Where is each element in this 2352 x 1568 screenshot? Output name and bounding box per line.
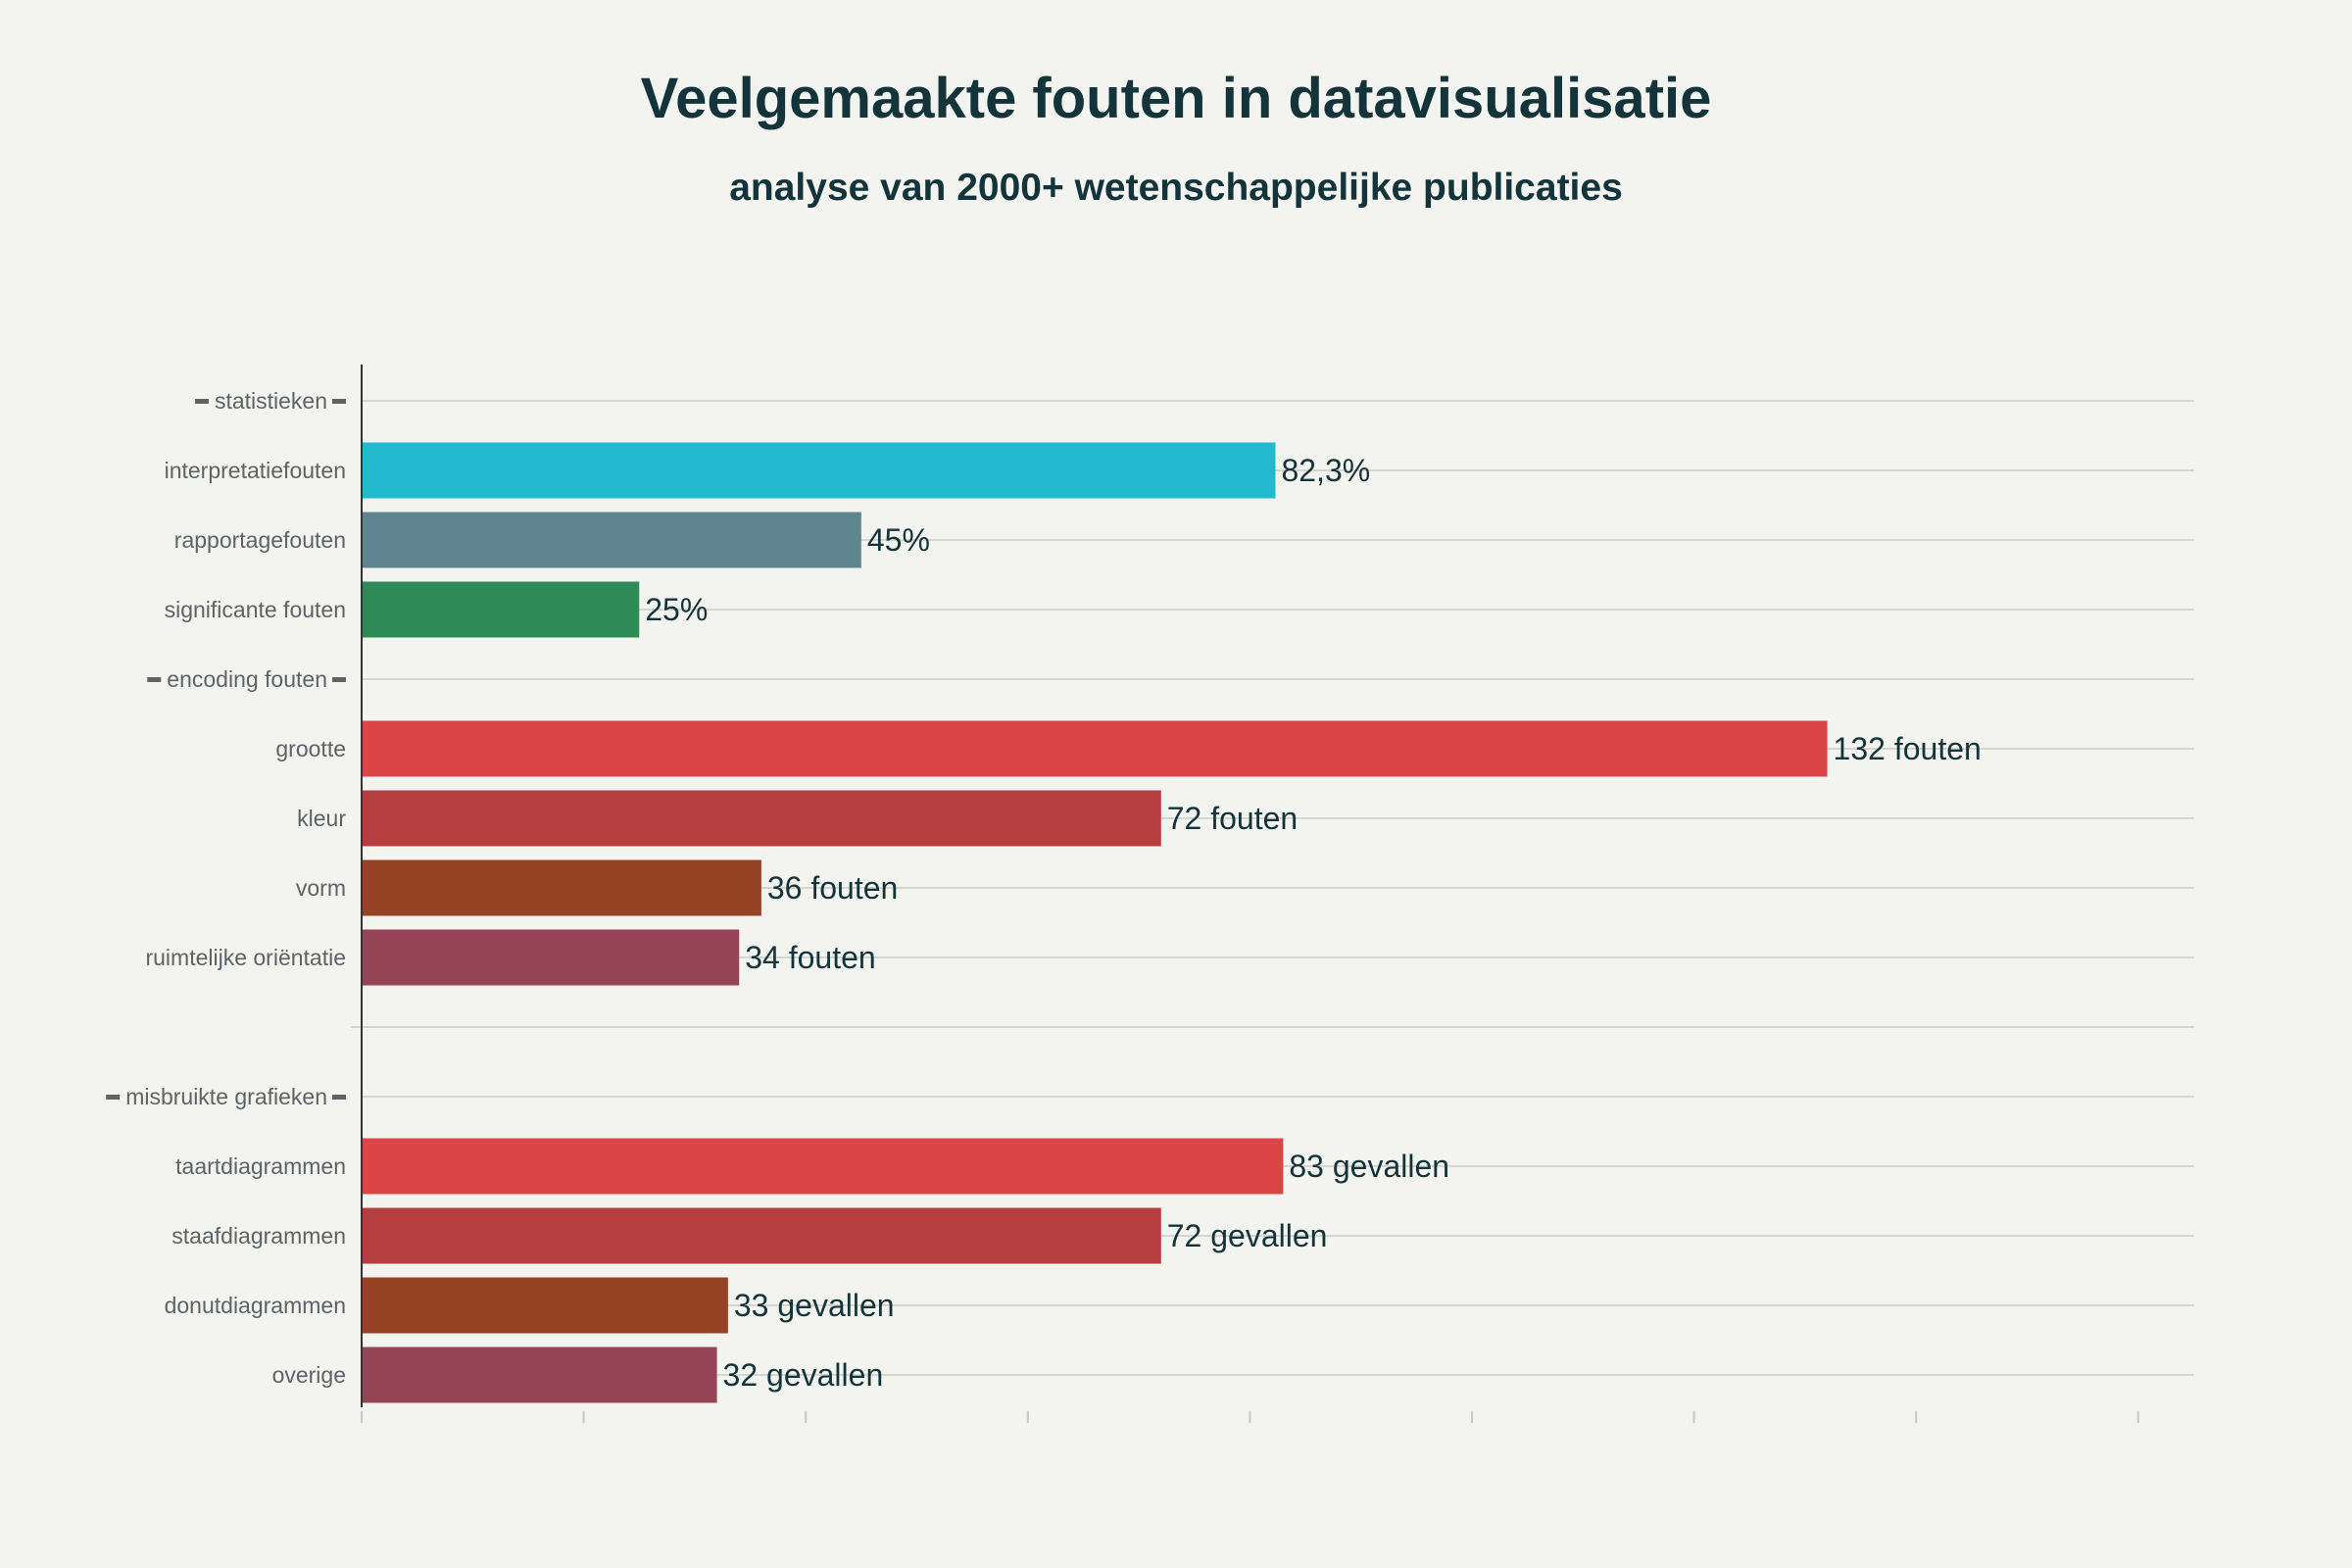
bar: [362, 720, 1828, 777]
category-label: vorm: [296, 875, 346, 901]
bars: 82,3% 45% 25% 132 fouten 72 fouten 36 fouten 3…: [362, 442, 1982, 1403]
bar: [362, 581, 640, 638]
category-label: ruimtelijke oriëntatie: [145, 945, 346, 970]
data-label: 82,3%: [1281, 453, 1370, 488]
data-label: 25%: [645, 592, 708, 627]
group-dash: [332, 399, 346, 404]
group-dash: [194, 399, 209, 404]
data-label: 72 gevallen: [1167, 1218, 1328, 1253]
bar: [362, 929, 740, 986]
category-label: rapportagefouten: [174, 527, 346, 553]
bar: [362, 512, 861, 568]
category-label: taartdiagrammen: [175, 1153, 346, 1179]
group-label: misbruikte grafieken: [125, 1084, 327, 1109]
bar: [362, 1138, 1284, 1195]
bar: [362, 442, 1276, 499]
bar: [362, 1277, 728, 1334]
data-label: 45%: [867, 522, 930, 558]
data-label: 36 fouten: [767, 870, 898, 906]
data-label: 32 gevallen: [723, 1357, 884, 1393]
group-dash: [332, 677, 346, 682]
category-label: interpretatiefouten: [165, 458, 346, 483]
data-label: 72 fouten: [1167, 801, 1298, 836]
group-dash: [332, 1095, 346, 1100]
chart-subtitle: analyse van 2000+ wetenschappelijke publ…: [729, 167, 1623, 209]
group-dash: [147, 677, 162, 682]
data-label: 83 gevallen: [1289, 1149, 1449, 1184]
category-label: significante fouten: [165, 597, 346, 622]
bar: [362, 859, 761, 916]
category-label: staafdiagrammen: [172, 1223, 346, 1249]
bar: [362, 790, 1161, 847]
category-label: donutdiagrammen: [165, 1293, 346, 1318]
bar: [362, 1207, 1161, 1264]
category-label: grootte: [275, 736, 346, 761]
data-label: 132 fouten: [1834, 731, 1982, 766]
data-label: 33 gevallen: [734, 1288, 895, 1323]
chart-title: Veelgemaakte fouten in datavisualisatie: [641, 67, 1712, 130]
category-label: kleur: [297, 806, 346, 831]
data-label: 34 fouten: [745, 940, 875, 975]
category-label: overige: [272, 1362, 346, 1388]
group-label: statistieken: [215, 388, 327, 414]
group-label: encoding fouten: [167, 666, 327, 692]
category-labels: statistieken interpretatiefouten rapportag…: [106, 388, 346, 1388]
bar: [362, 1347, 717, 1403]
x-axis-ticks: [361, 1411, 2139, 1423]
group-dash: [106, 1095, 121, 1100]
